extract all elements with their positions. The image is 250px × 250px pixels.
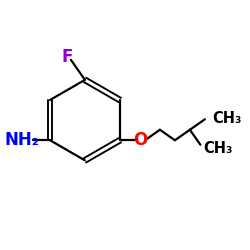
Text: F: F — [62, 48, 73, 66]
Text: CH₃: CH₃ — [203, 141, 232, 156]
Text: NH₂: NH₂ — [4, 131, 40, 149]
Text: CH₃: CH₃ — [212, 110, 242, 126]
Text: O: O — [134, 131, 148, 149]
